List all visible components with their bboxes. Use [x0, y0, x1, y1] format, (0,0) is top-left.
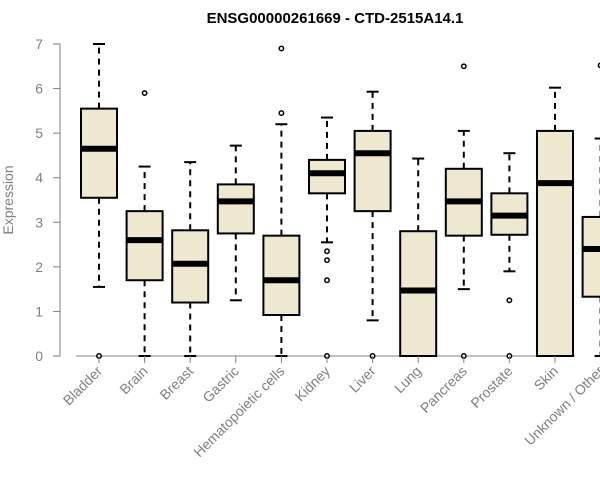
x-tick-label: Unknown / Other: [521, 363, 600, 449]
box-iqr: [216, 183, 255, 235]
y-tick-label: 3: [35, 214, 43, 230]
box-group: [353, 90, 392, 359]
y-tick-label: 6: [35, 81, 43, 97]
box-group: [80, 43, 118, 359]
y-tick-label: 7: [35, 36, 43, 52]
chart-title: ENSG00000261669 - CTD-2515A14.1: [207, 10, 464, 27]
box-iqr: [353, 129, 392, 213]
box-group: [216, 144, 255, 302]
box-iqr: [581, 215, 600, 298]
box-group: [536, 86, 574, 357]
y-axis-title: Expression: [0, 165, 16, 234]
x-tick-label: Pancreas: [417, 363, 470, 416]
x-tick-label: Liver: [346, 363, 379, 396]
x-tick-label: Prostate: [467, 363, 515, 411]
outlier-point: [278, 45, 285, 52]
box-group: [308, 116, 346, 359]
box-group: [125, 90, 164, 357]
outlier-point: [324, 257, 330, 264]
box-group: [581, 62, 600, 357]
x-tick-label: Hematopoietic cells: [190, 363, 287, 460]
x-tick-label: Lung: [391, 363, 424, 396]
box-iqr: [308, 158, 346, 195]
box-iqr: [536, 129, 574, 357]
x-tick-label: Kidney: [292, 363, 334, 405]
x-tick-label: Bladder: [60, 363, 106, 409]
box-group: [399, 157, 438, 357]
box-group: [171, 161, 210, 357]
y-axis-ticks: 0 1 2 3 4 5 6 7: [35, 36, 60, 364]
y-tick-label: 5: [35, 125, 43, 141]
x-tick-label: Gastric: [199, 363, 242, 406]
y-tick-label: 1: [35, 303, 43, 319]
outlier-point: [141, 90, 148, 96]
outlier-point: [506, 297, 513, 304]
y-tick-label: 4: [35, 170, 43, 186]
box-group: [490, 152, 529, 359]
outlier-point: [278, 110, 285, 117]
outlier-point: [324, 248, 330, 255]
outlier-point: [324, 277, 330, 284]
outlier-point: [460, 63, 467, 70]
box-group: [444, 63, 483, 359]
box-iqr: [125, 210, 164, 282]
x-tick-label: Breast: [156, 363, 196, 403]
x-tick-label: Skin: [531, 363, 562, 394]
box-iqr: [399, 230, 438, 357]
box-iqr: [80, 107, 118, 199]
y-tick-label: 2: [35, 259, 43, 275]
x-tick-label: Brain: [116, 363, 150, 397]
box-series: [80, 43, 600, 359]
box-iqr: [262, 234, 301, 316]
box-group: [262, 45, 301, 357]
y-tick-label: 0: [35, 348, 43, 364]
